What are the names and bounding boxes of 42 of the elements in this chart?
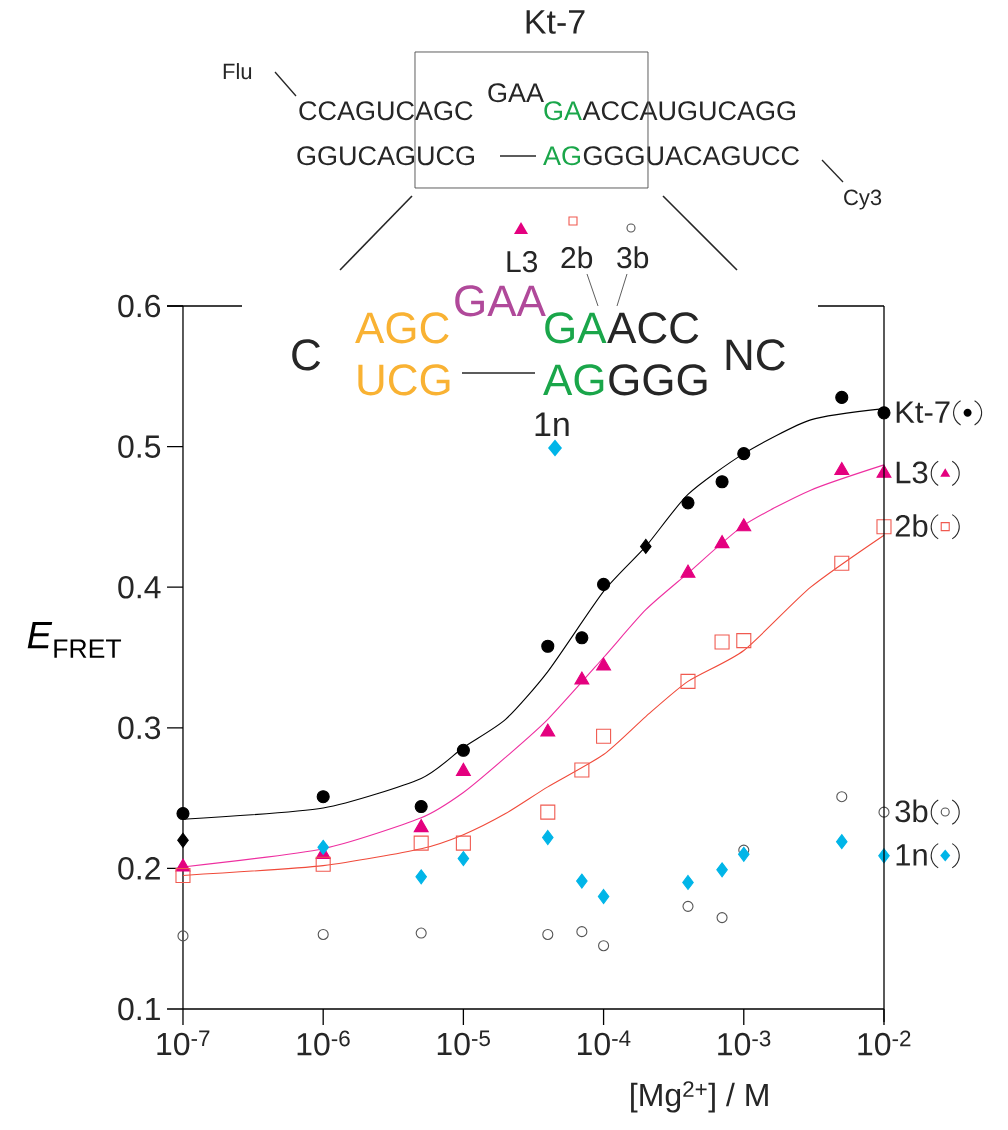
x-tick-label: 10$^{-7}$ <box>157 1030 210 1056</box>
annotation: AGC <box>355 312 449 344</box>
series-label: 1n <box>896 844 927 866</box>
text: CCAGUCAGC <box>299 101 473 121</box>
text: Flu <box>223 63 252 80</box>
annotation: AG <box>543 364 604 396</box>
text: AG <box>543 146 580 166</box>
text: L3 <box>507 251 538 273</box>
series-label: 3b <box>895 799 928 823</box>
annotation: ACC <box>607 312 699 344</box>
y-tick-label: 0.1 <box>118 997 160 1021</box>
x-tick-label: 10$^{-5}$ <box>437 1030 490 1056</box>
x-tick-label: 10$^{-2}$ <box>858 1030 911 1056</box>
y-tick-label: 0.2 <box>118 857 160 880</box>
text: GGUCAGUCG <box>297 146 474 166</box>
text: 3b <box>617 246 649 269</box>
y-tick-label: 0.3 <box>118 716 161 740</box>
y-tick-label: 0.6 <box>118 294 161 318</box>
annotation: GA <box>545 312 607 344</box>
y-tick-label: 0.5 <box>118 435 161 458</box>
x-tick-label: 10$^{-4}$ <box>578 1030 631 1056</box>
series-label: L3 <box>896 461 928 484</box>
text: 2b <box>561 246 593 269</box>
annotation: GAA <box>455 285 546 317</box>
annotation: GGG <box>609 364 707 396</box>
series-label: 2b <box>895 514 928 537</box>
x-tick-label: 10$^{-6}$ <box>297 1030 350 1056</box>
text: GA <box>544 101 582 121</box>
annotation: C <box>292 339 321 371</box>
series-label: Kt-7 <box>896 401 950 423</box>
annotation: NC <box>726 339 785 371</box>
y-axis-title: E$_{FRET}$ <box>27 621 122 658</box>
text: Cy3 <box>844 189 882 210</box>
annotation: 1n <box>535 412 569 436</box>
y-tick-label: 0.4 <box>118 575 161 599</box>
annotation: UCG <box>358 364 450 396</box>
text: ACCAUGUCAGG <box>582 101 796 121</box>
text: GGGUACAGUCC <box>583 146 799 166</box>
text: GAA <box>488 83 544 103</box>
x-tick-label: 10$^{-3}$ <box>718 1030 771 1056</box>
text: Kt-7 <box>526 10 585 34</box>
x-axis-title: [Mg$^{2+}$] / M <box>631 1081 768 1113</box>
